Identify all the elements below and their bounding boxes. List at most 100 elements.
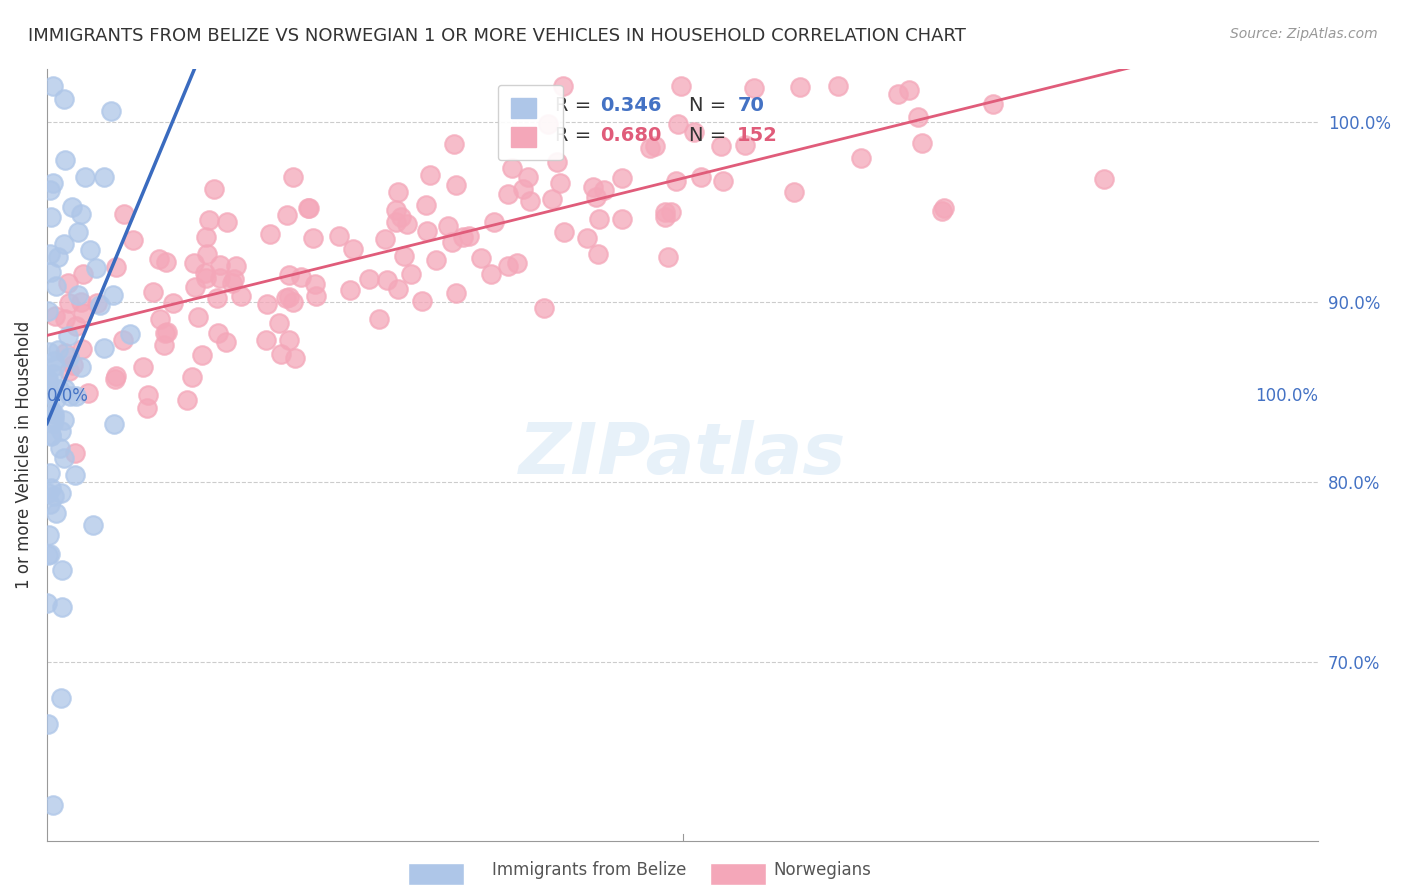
Text: IMMIGRANTS FROM BELIZE VS NORWEGIAN 1 OR MORE VEHICLES IN HOUSEHOLD CORRELATION : IMMIGRANTS FROM BELIZE VS NORWEGIAN 1 OR… [28, 27, 966, 45]
Point [70, 295, 93, 310]
Point [42, 354, 65, 368]
Point [84, 261, 107, 276]
Point [38, 345, 60, 359]
Point [981, 97, 1004, 112]
Point [104, 372, 127, 386]
Point [105, 368, 128, 383]
Point [37, 376, 59, 390]
Point [517, 170, 540, 185]
Point [112, 207, 135, 221]
Point [276, 208, 298, 222]
Point [277, 268, 299, 282]
Point [65, 389, 87, 403]
Point [512, 182, 534, 196]
Point [546, 155, 568, 169]
Point [270, 347, 292, 361]
Point [1092, 171, 1115, 186]
Point [281, 169, 304, 184]
Point [221, 276, 243, 290]
Point [37, 486, 59, 500]
Point [42, 408, 65, 422]
Point [45, 392, 67, 407]
Point [665, 174, 688, 188]
Point [541, 192, 564, 206]
Point [451, 229, 474, 244]
Point [482, 215, 505, 229]
Point [411, 294, 433, 309]
Point [202, 182, 225, 196]
Point [37, 596, 59, 610]
Point [153, 338, 176, 352]
Point [443, 136, 465, 151]
Point [644, 139, 666, 153]
Point [69, 360, 91, 375]
Point [387, 282, 409, 296]
Point [176, 392, 198, 407]
Point [827, 79, 849, 94]
Text: Immigrants from Belize: Immigrants from Belize [492, 861, 686, 879]
Point [374, 231, 396, 245]
Point [553, 79, 575, 94]
Point [191, 348, 214, 362]
Point [710, 139, 733, 153]
Point [42, 798, 65, 813]
Point [59, 389, 82, 403]
Point [49, 424, 72, 438]
Point [783, 185, 806, 199]
Point [789, 79, 811, 94]
Y-axis label: 1 or more Vehicles in Household: 1 or more Vehicles in Household [15, 321, 32, 589]
Text: Norwegians: Norwegians [773, 861, 872, 879]
Point [689, 169, 711, 184]
Point [149, 311, 172, 326]
Point [501, 161, 523, 175]
Point [38, 247, 60, 261]
Point [229, 289, 252, 303]
Text: 0.346: 0.346 [600, 95, 661, 114]
Point [207, 326, 229, 340]
Point [44, 411, 66, 425]
Point [53, 311, 76, 326]
Point [53, 92, 76, 106]
Point [713, 173, 735, 187]
Point [458, 229, 481, 244]
Point [519, 194, 541, 208]
Point [301, 230, 323, 244]
Point [42, 489, 65, 503]
Point [156, 325, 179, 339]
Point [197, 246, 219, 260]
Point [911, 136, 934, 150]
Point [194, 266, 217, 280]
Point [437, 219, 460, 234]
Point [389, 211, 412, 225]
Point [553, 225, 575, 239]
Point [155, 255, 177, 269]
Point [276, 291, 298, 305]
Point [56, 276, 79, 290]
Text: ZIPatlas: ZIPatlas [519, 420, 846, 490]
Point [851, 151, 873, 165]
Point [387, 185, 409, 199]
Text: 100.0%: 100.0% [1256, 387, 1319, 405]
Point [298, 201, 321, 215]
Point [290, 269, 312, 284]
Point [37, 548, 59, 562]
Point [155, 326, 177, 340]
Point [479, 267, 502, 281]
Point [49, 441, 72, 455]
Point [45, 278, 67, 293]
Point [42, 79, 65, 94]
Point [132, 359, 155, 374]
Point [51, 563, 73, 577]
Point [82, 518, 104, 533]
Point [548, 176, 571, 190]
Point [39, 428, 62, 442]
Point [37, 372, 59, 386]
Point [46, 250, 69, 264]
Point [666, 117, 689, 131]
Point [72, 267, 94, 281]
Point [103, 417, 125, 431]
Point [39, 547, 62, 561]
Point [931, 204, 953, 219]
Point [53, 382, 76, 396]
Point [385, 215, 408, 229]
